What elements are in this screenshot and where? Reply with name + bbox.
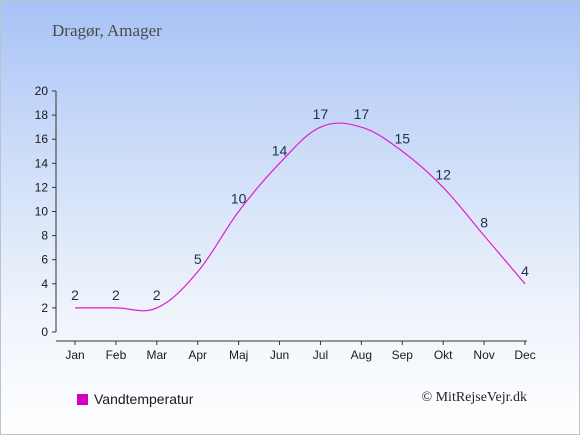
data-label: 2 [71,287,79,303]
data-label: 14 [272,142,288,158]
x-tick-label: Jul [313,348,328,362]
x-tick-label: Maj [229,348,248,362]
y-tick-label: 0 [41,325,48,339]
data-labels: 2 2 2 5 10 14 17 17 15 12 8 4 [71,106,529,303]
y-tick-label: 16 [35,132,49,146]
data-label: 4 [521,263,529,279]
data-label: 5 [194,251,202,267]
x-axis: Jan Feb Mar Apr Maj Jun Jul Aug Sep Okt Nov Dec [56,340,536,362]
x-tick-label: Apr [188,348,207,362]
x-tick-label: Aug [351,348,372,362]
x-tick-label: Jun [270,348,289,362]
data-label: 12 [435,166,451,182]
y-tick-label: 18 [35,108,49,122]
data-label: 8 [480,215,488,231]
location-title: Dragør, Amager [52,21,162,40]
legend-label: Vandtemperatur [94,391,194,407]
x-tick-label: Okt [434,348,453,362]
legend: Vandtemperatur [77,391,193,407]
x-tick-label: Nov [473,348,494,362]
y-tick-label: 4 [41,277,48,291]
data-label: 17 [313,106,329,122]
y-tick-label: 2 [41,301,48,315]
legend-swatch [77,393,88,405]
data-label: 15 [394,130,410,146]
y-tick-label: 10 [35,205,49,219]
x-tick-label: Dec [514,348,535,362]
data-label: 10 [231,191,247,207]
x-tick-label: Sep [392,348,414,362]
data-label: 17 [354,106,370,122]
series-line [74,122,526,312]
y-tick-label: 14 [35,156,49,170]
y-tick-label: 6 [41,253,48,267]
y-tick-label: 12 [35,180,49,194]
data-label: 2 [112,287,120,303]
y-tick-label: 20 [35,84,49,98]
series-layer [74,122,526,312]
credit-text: © MitRejseVejr.dk [421,390,527,405]
x-tick-label: Jan [65,348,84,362]
data-label: 2 [153,287,161,303]
x-tick-label: Mar [146,348,167,362]
x-tick-label: Feb [106,348,127,362]
y-axis: 0 2 4 6 8 10 12 14 16 18 20 [35,84,57,339]
y-tick-label: 8 [41,229,48,243]
